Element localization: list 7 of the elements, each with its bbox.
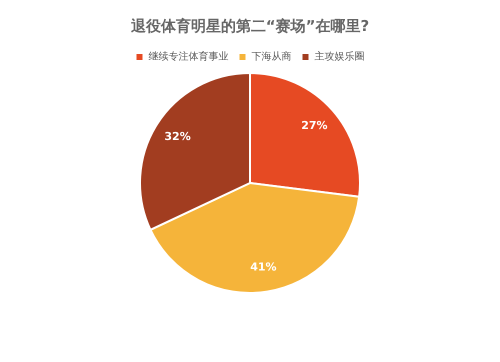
legend-label: 继续专注体育事业 [148, 50, 228, 63]
data-label: 41% [250, 260, 277, 274]
chart-title: 退役体育明星的第二“赛场”在哪里? [130, 16, 370, 35]
legend-label: 下海从商 [252, 50, 292, 63]
legend-label: 主攻娱乐圈 [314, 50, 364, 63]
data-label: 27% [301, 119, 328, 132]
data-label: 32% [164, 130, 191, 143]
